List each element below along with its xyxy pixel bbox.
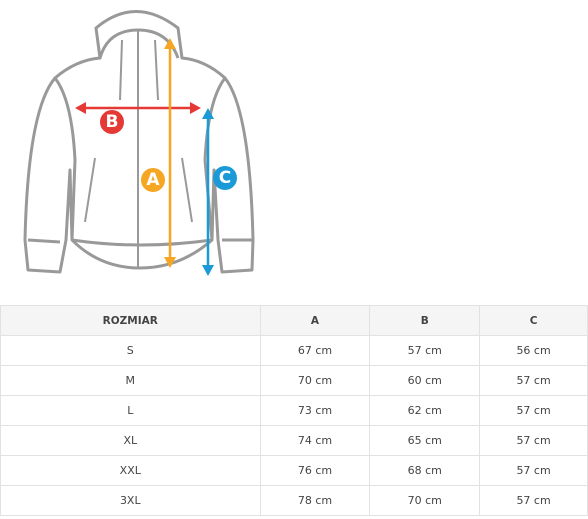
measure-a: A [141, 38, 176, 268]
table-row: L 73 cm 62 cm 57 cm [0, 395, 588, 426]
label-a: A [146, 170, 160, 190]
table-cell: 57 cm [479, 455, 588, 486]
table-cell: 68 cm [369, 455, 481, 486]
table-row: XXL 76 cm 68 cm 57 cm [0, 455, 588, 486]
hoodie-diagram: B A C [23, 10, 255, 276]
table-row: M 70 cm 60 cm 57 cm [0, 365, 588, 396]
table-cell: 70 cm [259, 365, 371, 396]
table-row: 3XL 78 cm 70 cm 57 cm [0, 485, 588, 516]
measure-c: C [202, 108, 237, 276]
measure-b: B [75, 102, 201, 134]
table-cell: L [0, 395, 261, 426]
table-cell: 78 cm [259, 485, 371, 516]
table-cell: 57 cm [479, 365, 588, 396]
table-cell: XXL [0, 455, 261, 486]
table-row: S 67 cm 57 cm 56 cm [0, 335, 588, 366]
table-cell: 3XL [0, 485, 261, 516]
label-c: C [219, 168, 231, 188]
table-cell: 67 cm [259, 335, 371, 366]
hoodie-outline [23, 10, 255, 274]
header-cell: B [369, 305, 481, 336]
table-cell: 73 cm [259, 395, 371, 426]
table-cell: 56 cm [479, 335, 588, 366]
table-cell: 60 cm [369, 365, 481, 396]
table-cell: 70 cm [369, 485, 481, 516]
header-cell: A [259, 305, 371, 336]
table-cell: 65 cm [369, 425, 481, 456]
header-row: ROZMIAR A B C [0, 305, 588, 336]
size-table: ROZMIAR A B C S 67 cm 57 cm 56 cm M 70 cm 60 cm 57… [0, 305, 588, 516]
table-cell: 74 cm [259, 425, 371, 456]
label-b: B [106, 112, 119, 132]
table-cell: 76 cm [259, 455, 371, 486]
table-cell: S [0, 335, 261, 366]
table-cell: 62 cm [369, 395, 481, 426]
table-cell: XL [0, 425, 261, 456]
table-cell: 57 cm [479, 395, 588, 426]
header-cell: ROZMIAR [0, 305, 261, 336]
header-cell: C [479, 305, 588, 336]
table-cell: 57 cm [479, 425, 588, 456]
table-cell: 57 cm [479, 485, 588, 516]
table-body: S 67 cm 57 cm 56 cm M 70 cm 60 cm 57 cm L 73 cm 62… [0, 335, 588, 516]
table-row: XL 74 cm 65 cm 57 cm [0, 425, 588, 456]
table-cell: M [0, 365, 261, 396]
table-cell: 57 cm [369, 335, 481, 366]
